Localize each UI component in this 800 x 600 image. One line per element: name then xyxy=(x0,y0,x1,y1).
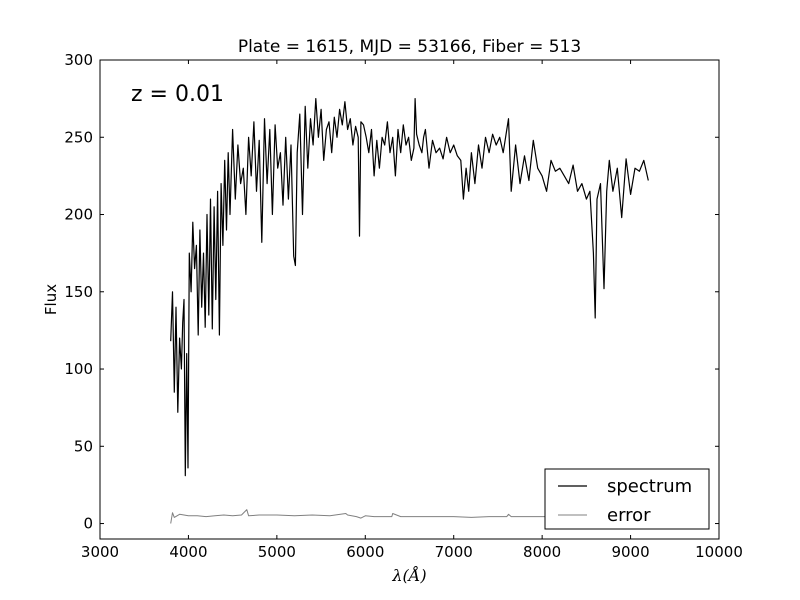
y-tick-label: 300 xyxy=(64,51,93,69)
y-tick-label: 0 xyxy=(83,515,93,533)
x-tick-label: 5000 xyxy=(258,543,296,561)
x-tick-label: 10000 xyxy=(695,543,743,561)
legend: spectrum error xyxy=(544,468,710,530)
y-tick-label: 100 xyxy=(64,360,93,378)
plot-frame xyxy=(99,59,720,540)
series-layer xyxy=(170,97,649,524)
x-tick-label: 4000 xyxy=(169,543,207,561)
x-tick-label: 7000 xyxy=(435,543,473,561)
x-tick-label: 8000 xyxy=(523,543,561,561)
plot-area xyxy=(100,60,719,539)
x-axis-label: λ(Å) xyxy=(391,565,426,585)
x-tick-label: 6000 xyxy=(346,543,384,561)
y-tick-label: 250 xyxy=(64,128,93,146)
y-axis-label: Flux xyxy=(42,284,60,315)
series-error xyxy=(170,509,649,524)
x-tick-label: 9000 xyxy=(611,543,649,561)
y-tick-label: 150 xyxy=(64,283,93,301)
y-tick-label: 200 xyxy=(64,206,93,224)
redshift-annotation: z = 0.01 xyxy=(131,82,224,107)
chart-title: Plate = 1615, MJD = 53166, Fiber = 513 xyxy=(238,37,581,57)
legend-box xyxy=(544,468,710,530)
ticks-layer: 3000 4000 5000 6000 7000 8000 9000 10000 0 50 100 1… xyxy=(64,51,743,561)
x-tick-label: 3000 xyxy=(81,543,119,561)
legend-label-spectrum: spectrum xyxy=(607,476,692,497)
y-tick-label: 50 xyxy=(74,437,93,455)
legend-label-error: error xyxy=(607,505,651,526)
series-spectrum xyxy=(170,97,649,477)
